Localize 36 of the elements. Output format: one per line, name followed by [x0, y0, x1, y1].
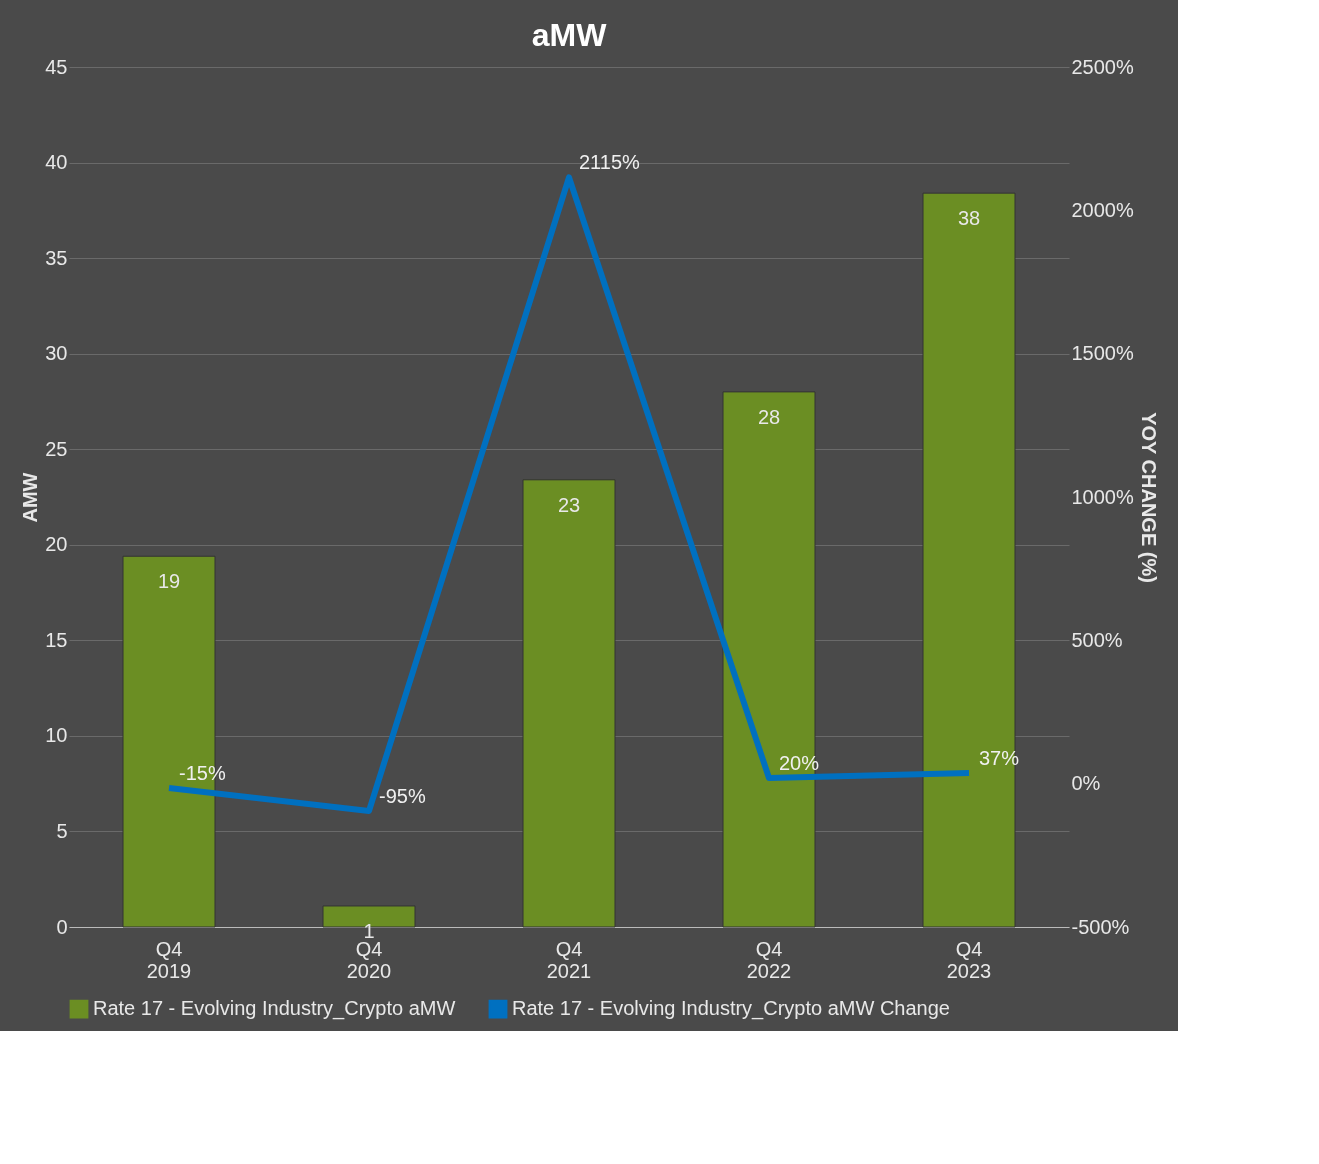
- data-label: -15%: [179, 761, 226, 784]
- y-tick-label: 30: [45, 342, 68, 365]
- y2-tick-label: 1000%: [1071, 485, 1134, 508]
- y2-axis-title: YOY CHANGE (%): [1137, 412, 1160, 583]
- data-label: 19: [157, 570, 181, 593]
- y-tick-label: 25: [45, 437, 68, 460]
- legend-label: Rate 17 - Evolving Industry_Crypto aMW: [93, 997, 456, 1021]
- y2-tick-label: -500%: [1071, 915, 1130, 938]
- y2-tick-label: 0%: [1071, 772, 1101, 795]
- x-tick-label: Q4 2019: [146, 937, 192, 982]
- data-label: 23: [557, 493, 581, 516]
- y-tick-label: 20: [45, 533, 68, 556]
- chart-title: aMW: [531, 17, 608, 53]
- y-tick-label: 0: [56, 915, 68, 938]
- y-tick-label: 45: [45, 55, 68, 78]
- y-axis-title: AMW: [19, 472, 42, 523]
- bar: [522, 479, 616, 928]
- y-tick-label: 40: [45, 151, 68, 174]
- y2-tick-label: 2000%: [1071, 198, 1134, 221]
- y-tick-label: 35: [45, 246, 68, 269]
- legend-label: Rate 17 - Evolving Industry_Crypto aMW Change: [512, 997, 950, 1021]
- y-tick-label: 5: [56, 819, 68, 842]
- y2-tick-label: 2500%: [1071, 55, 1134, 78]
- y2-tick-label: 500%: [1071, 628, 1123, 651]
- x-tick-label: Q4 2023: [946, 937, 992, 982]
- data-label: 20%: [779, 751, 820, 774]
- data-label: 38: [957, 207, 981, 230]
- y-tick-label: 10: [45, 724, 68, 747]
- data-label: 28: [757, 405, 781, 428]
- x-tick-label: Q4 2021: [546, 937, 592, 982]
- x-tick-label: Q4 2022: [746, 937, 792, 982]
- data-label: 2115%: [579, 151, 641, 174]
- data-label: -95%: [379, 784, 426, 807]
- y2-tick-label: 1500%: [1071, 342, 1134, 365]
- y-tick-label: 15: [45, 628, 68, 651]
- data-label: 37%: [979, 747, 1020, 770]
